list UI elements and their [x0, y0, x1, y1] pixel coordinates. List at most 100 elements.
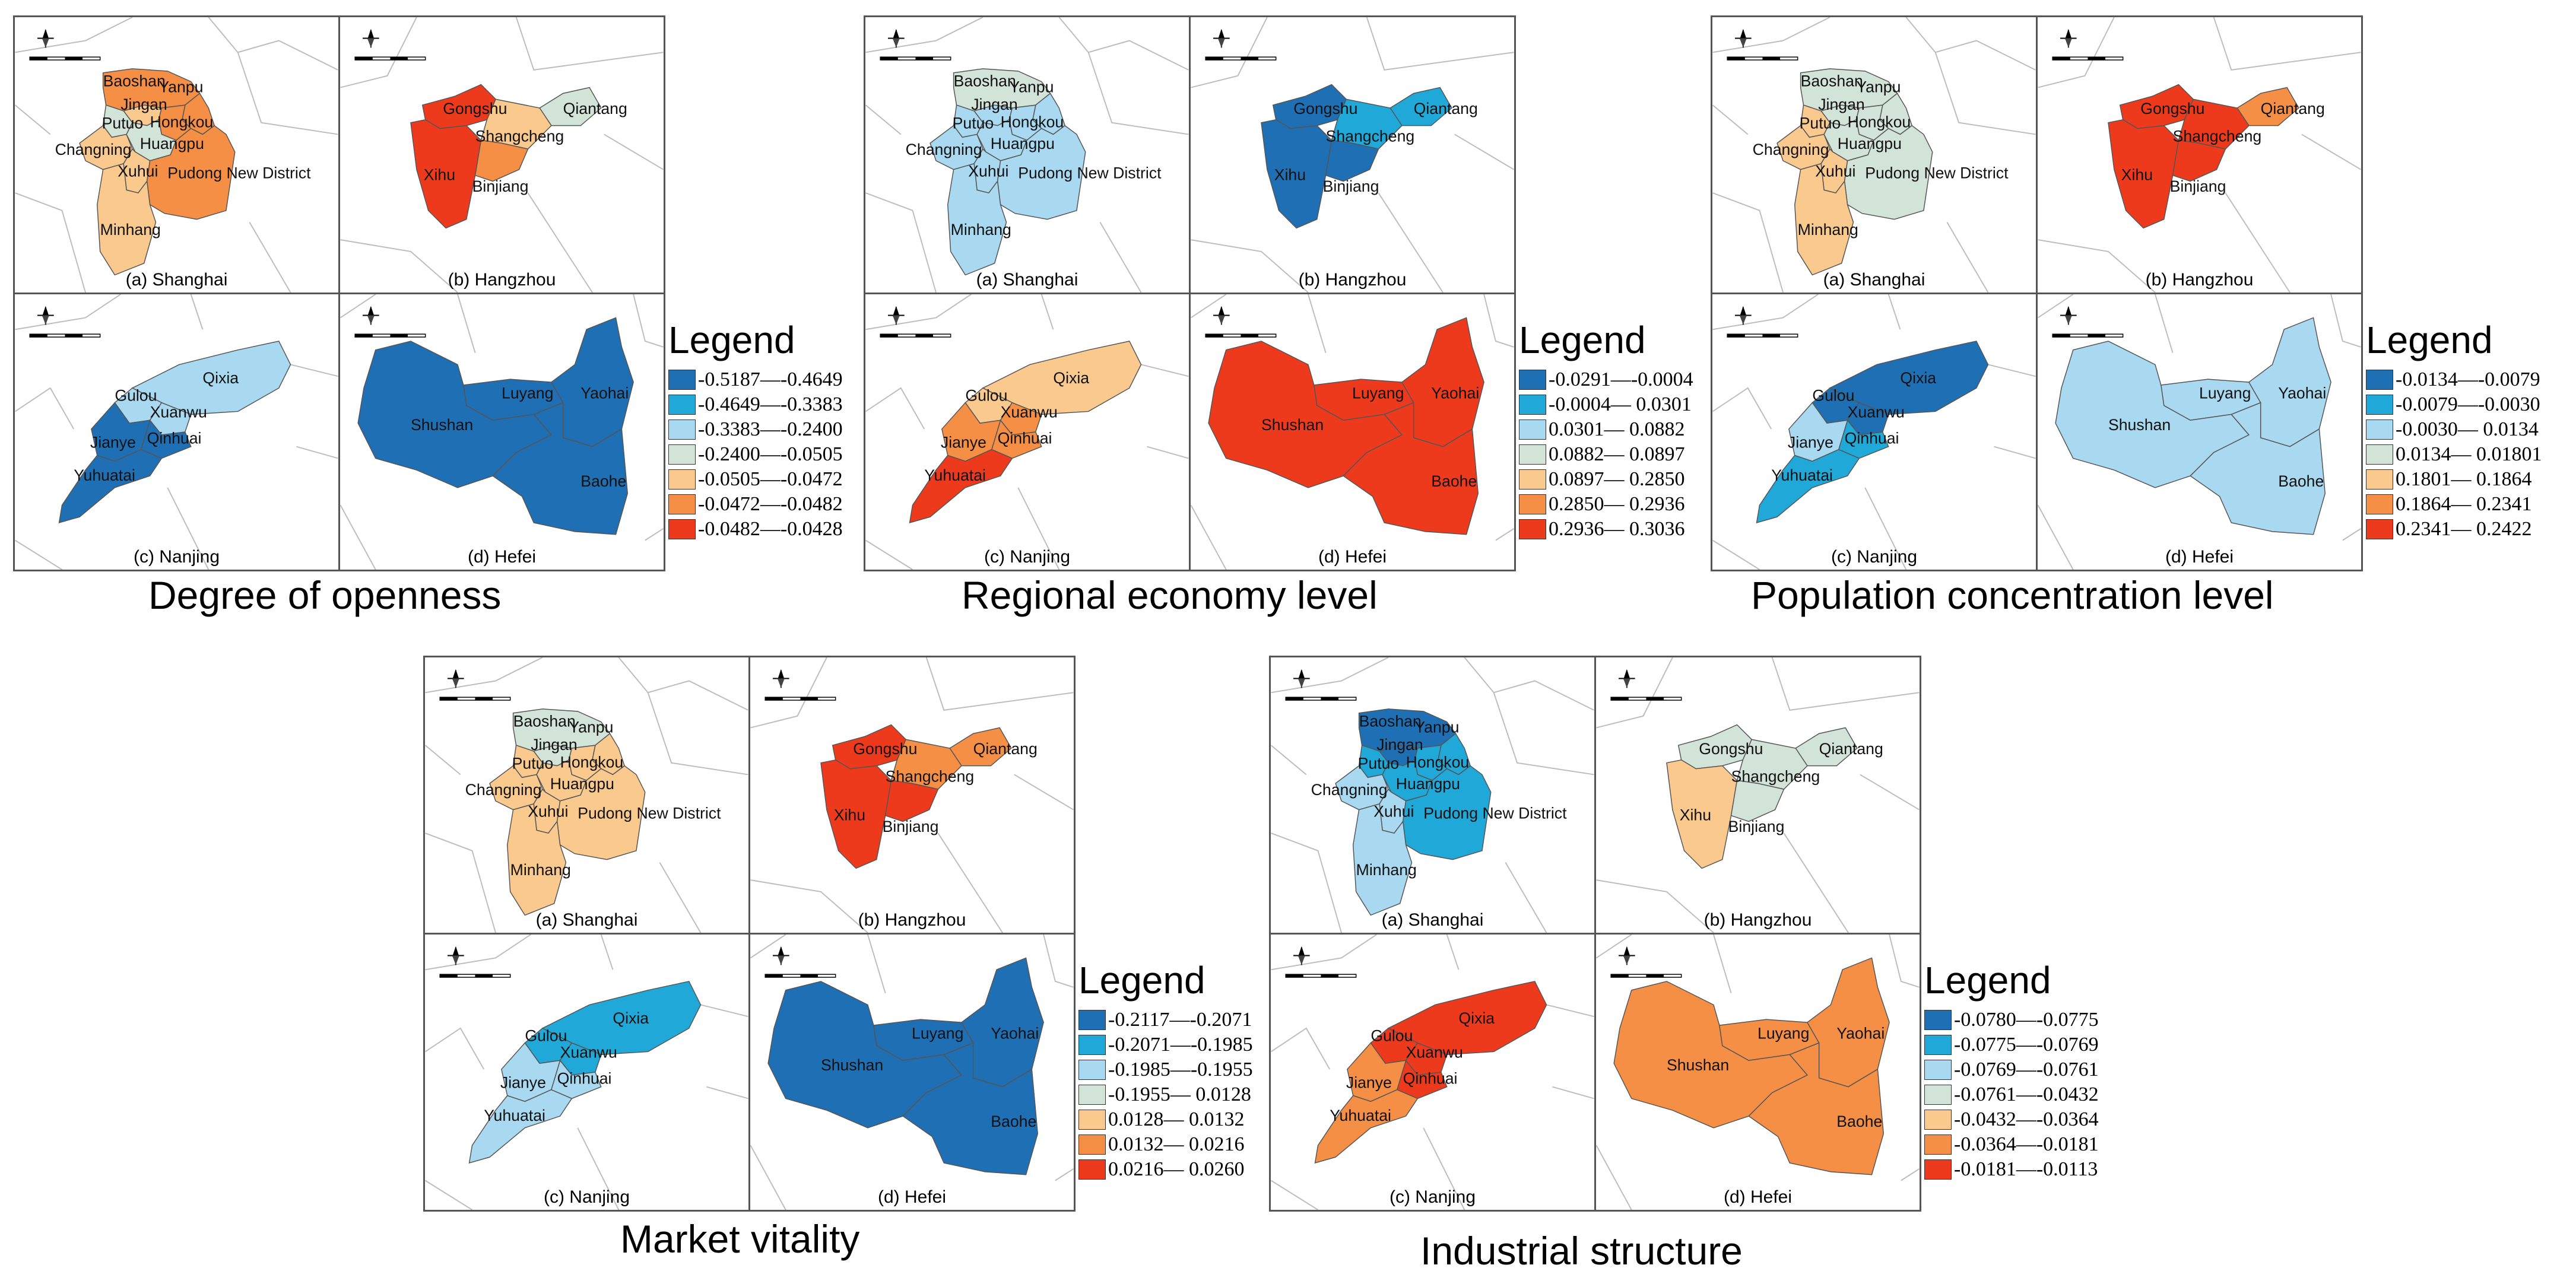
legend-range-label: -0.1955— 0.0128	[1108, 1083, 1251, 1105]
legend-swatch	[668, 370, 696, 390]
district-label: Shushan	[821, 1056, 883, 1074]
district-label: Minhang	[1356, 861, 1417, 879]
legend-swatch	[1519, 419, 1546, 440]
legend-item: 0.0216— 0.0260	[1078, 1156, 1245, 1183]
north-arrow-icon	[1293, 669, 1310, 688]
district-label: Qiantang	[1414, 100, 1478, 117]
north-arrow-icon	[448, 946, 464, 965]
district-label: Hongkou	[1848, 113, 1911, 131]
district-label: Luyang	[912, 1025, 963, 1043]
context-boundary	[2038, 17, 2361, 293]
district-label: Binjiang	[1728, 818, 1785, 835]
district-label: Qixia	[1053, 369, 1089, 387]
legend-swatch	[1078, 1110, 1106, 1130]
district-label: Changning	[1311, 781, 1388, 799]
legend-swatch	[1924, 1060, 1952, 1080]
scale-bar-icon	[764, 697, 836, 701]
district-label: Putuo	[512, 755, 554, 773]
district-label: Yaohai	[991, 1025, 1039, 1043]
legend-swatch	[2366, 494, 2393, 514]
scale-bar-icon	[880, 333, 951, 338]
map-panel-hefei: Luyang Yaohai Shushan Baohe (d) Hefei	[1594, 933, 1921, 1212]
legend-item: -0.0030— 0.0134	[2366, 417, 2539, 443]
legend-range-label: -0.0769—-0.0761	[1954, 1059, 2099, 1080]
context-boundary	[15, 17, 338, 293]
panel-caption: (a) Shanghai	[125, 270, 228, 290]
map-canvas: Luyang Yaohai Shushan Baohe	[340, 294, 664, 570]
district-label: Jianye	[941, 434, 986, 452]
north-arrow-icon	[2060, 306, 2077, 325]
district-label: Xihu	[424, 166, 455, 183]
district-label: Gulou	[115, 387, 157, 405]
legend-range-label: -0.0432—-0.0364	[1954, 1108, 2099, 1130]
legend-range-label: -0.4649—-0.3383	[698, 393, 843, 415]
scale-bar-icon	[1610, 697, 1682, 701]
north-arrow-icon	[37, 306, 54, 325]
district-label: Jingan	[1818, 96, 1865, 113]
district-label: Qinhuai	[1845, 430, 1899, 447]
district-yaohai	[2248, 317, 2331, 447]
district-label: Shangcheng	[886, 767, 975, 785]
district-label: Jingan	[120, 96, 167, 113]
scale-bar-icon	[1727, 56, 1798, 61]
legend-swatch	[1078, 1134, 1106, 1155]
district-label: Xuhui	[118, 163, 158, 180]
district-label: Baohe	[2278, 472, 2324, 490]
district-label: Gongshu	[853, 740, 917, 758]
district-label: Yanpu	[158, 78, 203, 96]
legend-range-label: -0.0291—-0.0004	[1549, 368, 1693, 390]
district-label: Xuhui	[528, 803, 568, 821]
district-label: Pudong New District	[578, 804, 721, 822]
district-label: Xuhui	[968, 163, 1008, 180]
district-label: Yaohai	[2278, 384, 2326, 402]
legend: Legend -0.0780—-0.0775 -0.0775—-0.0769 -0.0…	[1924, 958, 2120, 1219]
north-arrow-icon	[2060, 28, 2077, 48]
context-boundary	[1712, 17, 2036, 293]
district-label: Binjiang	[472, 177, 529, 195]
district-label: Qinhuai	[557, 1070, 612, 1088]
district-label: Luyang	[502, 384, 553, 402]
map-panel-hangzhou: Gongshu Qiantang Shangcheng Xihu Binjiang (b)…	[748, 656, 1076, 935]
district-label: Yuhuatai	[1330, 1107, 1391, 1124]
legend-range-label: -0.0181—-0.0113	[1954, 1158, 2098, 1180]
district-baohe	[2190, 402, 2326, 535]
legend-range-label: 0.0128— 0.0132	[1108, 1108, 1245, 1130]
district-binjiang	[2172, 139, 2226, 182]
district-label: Yuhuatai	[1771, 466, 1833, 484]
district-minhang	[947, 163, 1007, 276]
district-label: Gulou	[965, 387, 1007, 405]
district-label: Shushan	[1667, 1056, 1729, 1074]
legend-swatch	[2366, 519, 2393, 539]
legend-item: -0.3383—-0.2400	[668, 417, 843, 443]
district-yuhuatai	[58, 449, 163, 524]
district-label: Shangcheng	[2173, 127, 2262, 145]
legend-range-label: 0.0882— 0.0897	[1549, 443, 1685, 465]
district-label: Yaohai	[580, 384, 629, 402]
legend-swatch	[1924, 1134, 1952, 1155]
district-label: Hongkou	[560, 754, 624, 771]
north-arrow-icon	[1213, 306, 1230, 325]
north-arrow-icon	[773, 669, 789, 688]
district-label: Jianye	[1788, 434, 1833, 452]
map-canvas: Luyang Yaohai Shushan Baohe	[2038, 294, 2361, 570]
legend-title: Legend	[668, 319, 795, 361]
context-boundary	[1271, 935, 1594, 1210]
scale-bar-icon	[1205, 56, 1277, 61]
indicator-title: Industrial structure	[1420, 1229, 1743, 1273]
legend-title: Legend	[2366, 319, 2493, 361]
district-yuhuatai	[909, 449, 1013, 524]
district-yaohai	[1401, 317, 1484, 447]
legend-range-label: -0.0004— 0.0301	[1549, 393, 1692, 415]
district-label: Gulou	[525, 1027, 567, 1045]
legend-title: Legend	[1078, 959, 1205, 1002]
district-label: Xuhui	[1373, 803, 1414, 821]
north-arrow-icon	[888, 306, 905, 325]
map-canvas: Gongshu Qiantang Shangcheng Xihu Binjiang	[750, 657, 1074, 933]
legend-item: 0.1801— 0.1864	[2366, 466, 2532, 492]
district-label: Qixia	[613, 1009, 649, 1027]
context-boundary	[1712, 294, 2036, 570]
panel-caption: (c) Nanjing	[543, 1187, 630, 1207]
scale-bar-icon	[1727, 333, 1798, 338]
legend: Legend -0.2117—-0.2071 -0.2071—-0.1985 -0.1…	[1078, 958, 1274, 1219]
